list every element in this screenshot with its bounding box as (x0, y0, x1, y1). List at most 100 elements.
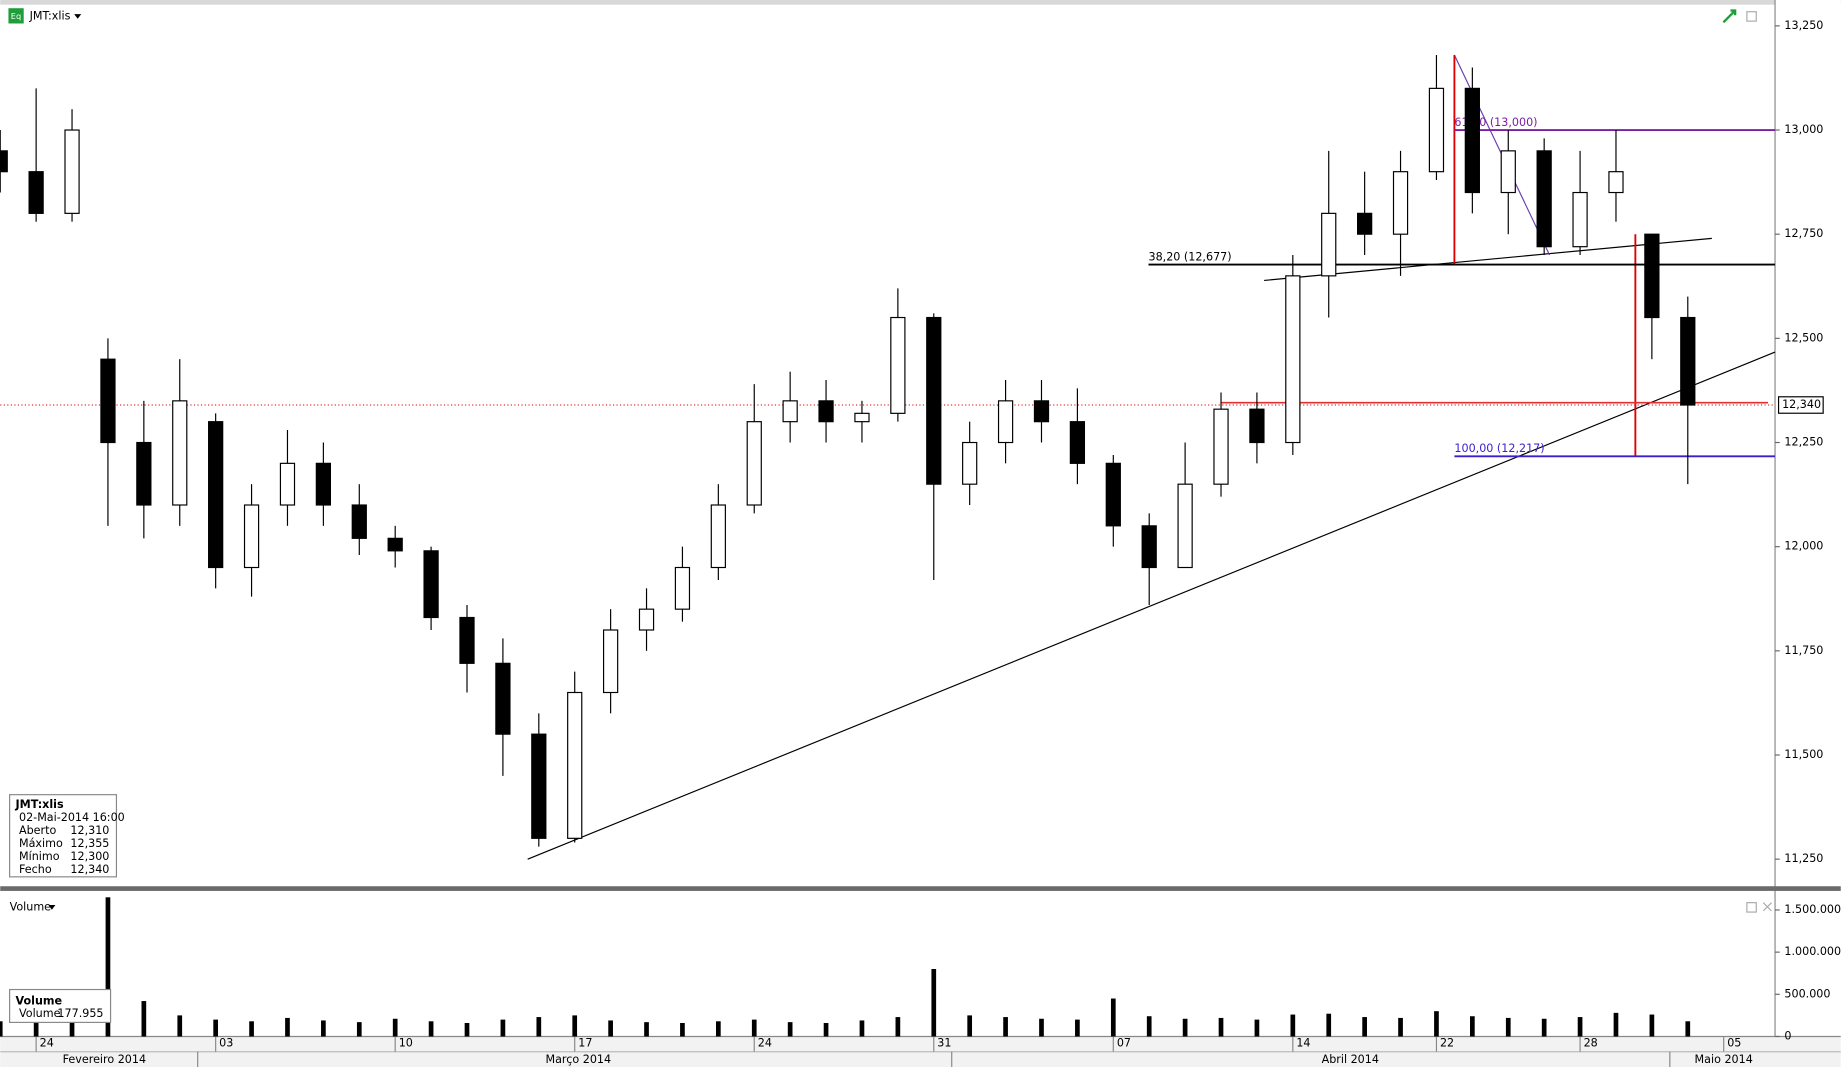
volume-bar (608, 1020, 613, 1037)
candle-body (1357, 212, 1373, 235)
y-tick-label: 13,250 (1784, 19, 1823, 32)
volume-bar (1146, 1016, 1152, 1037)
x-tick-label: 14 (1296, 1037, 1310, 1050)
candle-body (1428, 87, 1445, 173)
symbol-icon-text: Eq (11, 11, 21, 21)
volume-bar (0, 1021, 3, 1037)
volume-bar (285, 1017, 290, 1037)
volume-bar (1110, 998, 1116, 1037)
y-tick-label: 11,750 (1784, 644, 1823, 657)
candle-body (1069, 421, 1086, 464)
fib-label: 100,00 (12,217) (1454, 442, 1544, 455)
candle-body (100, 358, 116, 444)
candle-body (0, 150, 8, 173)
plot-area: 11,250 11,500 11,750 12,000 12,250 12,500 12,7… (0, 19, 1841, 1067)
volume-bar (249, 1021, 254, 1037)
candle-body (674, 566, 691, 610)
top-strip (0, 0, 1841, 5)
info-value: 177.955 (57, 1007, 103, 1020)
y-tick-label: 13,000 (1784, 123, 1823, 136)
trendline (1264, 237, 1712, 282)
volume-bar (644, 1022, 649, 1037)
volume-bar (572, 1015, 578, 1037)
volume-bar (823, 1022, 829, 1037)
last-price-tag (1777, 396, 1824, 414)
y-tick-label: 11,250 (1784, 852, 1823, 865)
info-label: Volume (19, 1007, 61, 1020)
volume-bar (1326, 1013, 1332, 1037)
y-tick-label: 11,500 (1784, 748, 1823, 761)
candle-body (459, 616, 475, 664)
candle-body (64, 129, 80, 214)
symbol-icon[interactable] (8, 8, 24, 24)
candle-body (279, 462, 296, 506)
volume-bar (1218, 1017, 1224, 1037)
volume-bar (1505, 1017, 1511, 1037)
candle-body (962, 441, 978, 485)
y-tick-label: 0 (1784, 1029, 1791, 1042)
info-value: 12,340 (70, 863, 109, 876)
x-tick-label: 05 (1727, 1037, 1741, 1050)
volume-pane-title[interactable]: Volume (10, 900, 52, 913)
y-tick-label: 12,750 (1784, 227, 1823, 240)
volume-bar (895, 1017, 901, 1037)
close-button[interactable] (1762, 902, 1772, 912)
volume-bar (859, 1020, 865, 1037)
y-tick-label: 1.500.000 (1784, 903, 1841, 916)
volume-bar (967, 1015, 973, 1037)
volume-bar (1075, 1019, 1080, 1037)
volume-bar (1649, 1014, 1655, 1037)
volume-bar (213, 1019, 219, 1037)
x-tick-label: 17 (578, 1037, 592, 1050)
pane-divider (0, 886, 1841, 891)
dropdown-arrow[interactable] (48, 905, 56, 910)
volume-bar (715, 1021, 721, 1037)
y-tick-label: 12,000 (1784, 540, 1823, 553)
info-value: 12,310 (70, 824, 109, 837)
volume-bar (1254, 1019, 1260, 1037)
candle-body (1464, 87, 1480, 194)
candle-body (208, 421, 224, 569)
volume-bar (392, 1018, 398, 1037)
candle-body (1213, 408, 1229, 485)
candle-body (531, 733, 547, 839)
symbol-title[interactable]: JMT:xlis (29, 9, 71, 22)
candle-body (1500, 150, 1516, 194)
candle-body (1608, 171, 1624, 194)
volume-bar (69, 1017, 75, 1037)
fib-label: 38,20 (12,677) (1148, 251, 1231, 264)
candle-body (315, 462, 332, 506)
candle-body (890, 316, 906, 414)
volume-bar (1039, 1018, 1044, 1037)
info-time: 02-Mai-2014 16:00 (19, 811, 125, 824)
volume-info-title: Volume (15, 994, 62, 1007)
maximize-button[interactable] (1746, 902, 1757, 913)
info-label: Mínimo (19, 850, 60, 863)
month-label: Fevereiro 2014 (63, 1053, 146, 1066)
volume-bar (1362, 1017, 1367, 1037)
volume-bar (177, 1015, 183, 1037)
volume-bar (33, 1019, 39, 1037)
month-label: Maio 2014 (1695, 1053, 1753, 1066)
maximize-button[interactable] (1746, 11, 1757, 22)
volume-bar (536, 1017, 542, 1037)
trend-icon[interactable] (1722, 9, 1737, 24)
candle-body (387, 537, 403, 552)
candle-body (854, 412, 870, 423)
volume-bar (680, 1022, 685, 1037)
y-tick-label: 12,250 (1784, 436, 1823, 449)
dropdown-arrow[interactable] (74, 14, 82, 19)
trendline (527, 351, 1776, 860)
y-tick-label: 1.000.000 (1784, 945, 1841, 958)
candle-body (818, 400, 834, 423)
candle-body (1680, 316, 1696, 406)
candle-body (1177, 483, 1193, 569)
candle-body (638, 608, 655, 631)
month-label: Abril 2014 (1322, 1053, 1379, 1066)
info-value: 12,300 (70, 850, 109, 863)
volume-bar (105, 897, 111, 1037)
volume-bar (1685, 1021, 1691, 1037)
x-tick-label: 31 (937, 1037, 951, 1050)
candle-body (28, 171, 44, 214)
